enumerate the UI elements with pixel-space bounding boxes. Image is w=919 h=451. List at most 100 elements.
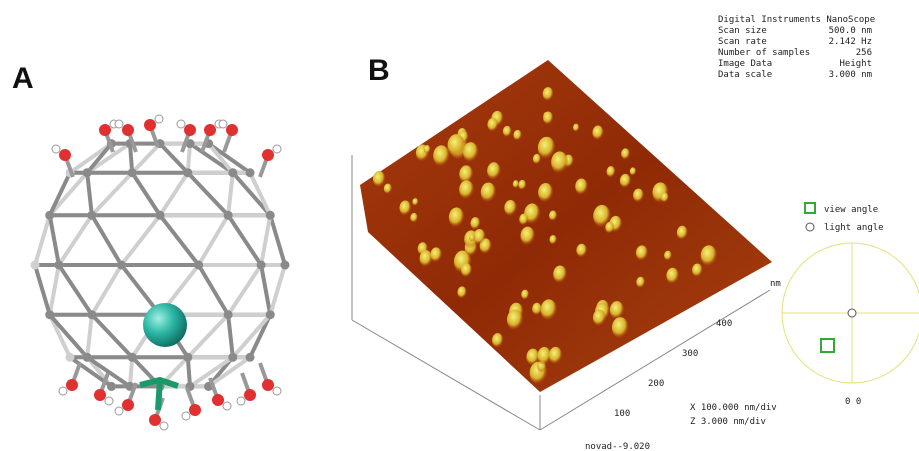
info-key: Data scale: [718, 70, 772, 80]
bump: [630, 167, 636, 175]
oxygen: [189, 404, 201, 416]
hydrogen: [52, 145, 60, 153]
info-key: Scan size: [718, 26, 767, 36]
bump: [521, 290, 529, 300]
oxygen: [212, 394, 224, 406]
hydrogen: [219, 120, 227, 128]
atom: [183, 353, 192, 362]
bump: [518, 180, 526, 190]
bump: [612, 317, 629, 339]
hydrogen: [273, 145, 281, 153]
figure: A B nm X 100.000 nm/div Z 3.000 nm/div n…: [0, 0, 919, 451]
bump: [430, 247, 442, 262]
bond: [59, 265, 92, 315]
bond: [87, 173, 92, 216]
bond: [188, 315, 228, 358]
atom: [45, 310, 54, 319]
legend-view: view angle: [824, 205, 878, 215]
bump: [533, 154, 541, 164]
bump: [607, 166, 616, 177]
bump: [503, 126, 512, 137]
oxygen: [122, 399, 134, 411]
bond: [50, 265, 59, 315]
axis-tick-label: 400: [716, 319, 732, 329]
afm-image: [352, 60, 772, 430]
bond: [160, 173, 188, 216]
bump: [487, 162, 501, 180]
bond: [35, 215, 50, 265]
bond: [270, 215, 285, 265]
bump: [538, 137, 555, 160]
hydrogen: [237, 397, 245, 405]
axis-tick-label: 100: [614, 409, 630, 419]
bump: [593, 205, 611, 228]
bond: [160, 215, 199, 265]
atom: [257, 261, 266, 270]
bump: [543, 112, 553, 125]
bump: [457, 286, 466, 298]
angles: 0 0: [845, 397, 861, 407]
surface: [360, 60, 772, 392]
bump: [399, 200, 411, 215]
hydrogen: [105, 397, 113, 405]
bump: [677, 226, 688, 240]
bump: [513, 130, 521, 141]
oxygen: [204, 124, 216, 136]
bond: [188, 173, 228, 216]
bond: [35, 265, 50, 315]
bump: [492, 333, 503, 348]
info-value: 3.000 nm: [829, 70, 872, 80]
bump: [551, 151, 568, 173]
bump: [373, 171, 385, 187]
bond: [92, 173, 132, 216]
hydrogen: [273, 387, 281, 395]
oxygen: [244, 389, 256, 401]
hydrogen: [223, 402, 231, 410]
bond: [121, 215, 160, 265]
bond: [87, 315, 92, 358]
atom: [228, 168, 237, 177]
bond: [92, 315, 132, 358]
light-marker: [848, 309, 856, 317]
bump: [666, 268, 679, 284]
bump: [553, 265, 567, 283]
bond: [92, 265, 122, 315]
molecule: [31, 115, 290, 430]
oxygen: [262, 149, 274, 161]
bond: [228, 265, 261, 315]
atom: [128, 353, 137, 362]
scale-x: X 100.000 nm/div: [690, 403, 777, 413]
bond: [132, 173, 160, 216]
bond: [261, 215, 270, 265]
axis-tick-label: 300: [682, 349, 698, 359]
bump: [549, 347, 562, 364]
oxygen: [149, 414, 161, 426]
atom: [87, 310, 96, 319]
amine: [140, 380, 178, 410]
bump: [610, 301, 624, 319]
bond: [59, 215, 92, 265]
bump: [620, 174, 631, 188]
atom: [45, 211, 54, 220]
hydrogen: [155, 115, 163, 123]
panel-label: B: [368, 54, 390, 87]
atom: [246, 353, 255, 362]
bump: [410, 213, 418, 223]
bump: [470, 217, 480, 230]
axis-unit: nm: [770, 279, 781, 289]
view-icon: [805, 203, 815, 213]
figure-canvas: A B nm X 100.000 nm/div Z 3.000 nm/div n…: [0, 0, 919, 451]
bump: [549, 235, 556, 245]
bump: [412, 198, 418, 206]
bump: [449, 207, 464, 227]
axis-tick-label: 200: [648, 379, 664, 389]
bump: [543, 87, 554, 101]
bump: [487, 118, 498, 132]
info-block: Digital Instruments NanoScopeScan size50…: [718, 15, 875, 80]
bump: [541, 299, 557, 320]
bump: [481, 183, 496, 203]
bump: [463, 142, 479, 162]
oxygen: [66, 379, 78, 391]
bond: [228, 215, 261, 265]
hydrogen: [160, 422, 168, 430]
